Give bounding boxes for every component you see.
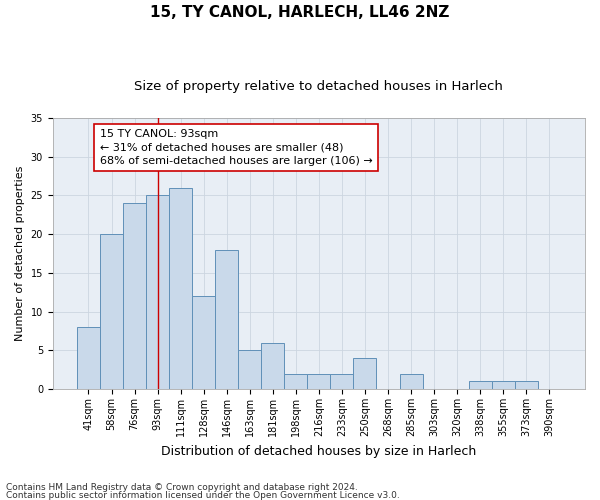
- Text: Contains public sector information licensed under the Open Government Licence v3: Contains public sector information licen…: [6, 490, 400, 500]
- Bar: [353, 358, 376, 389]
- Bar: [123, 203, 146, 389]
- Bar: [215, 250, 238, 389]
- Bar: [469, 382, 491, 389]
- Bar: [491, 382, 515, 389]
- Bar: [192, 296, 215, 389]
- Y-axis label: Number of detached properties: Number of detached properties: [15, 166, 25, 341]
- Bar: [261, 342, 284, 389]
- Bar: [100, 234, 123, 389]
- Bar: [307, 374, 331, 389]
- Bar: [400, 374, 422, 389]
- Text: 15 TY CANOL: 93sqm
← 31% of detached houses are smaller (48)
68% of semi-detache: 15 TY CANOL: 93sqm ← 31% of detached hou…: [100, 130, 373, 166]
- Bar: [169, 188, 192, 389]
- Title: Size of property relative to detached houses in Harlech: Size of property relative to detached ho…: [134, 80, 503, 93]
- Bar: [238, 350, 261, 389]
- Text: Contains HM Land Registry data © Crown copyright and database right 2024.: Contains HM Land Registry data © Crown c…: [6, 484, 358, 492]
- Bar: [331, 374, 353, 389]
- Bar: [77, 327, 100, 389]
- Bar: [515, 382, 538, 389]
- Bar: [146, 196, 169, 389]
- Text: 15, TY CANOL, HARLECH, LL46 2NZ: 15, TY CANOL, HARLECH, LL46 2NZ: [151, 5, 449, 20]
- X-axis label: Distribution of detached houses by size in Harlech: Distribution of detached houses by size …: [161, 444, 476, 458]
- Bar: [284, 374, 307, 389]
